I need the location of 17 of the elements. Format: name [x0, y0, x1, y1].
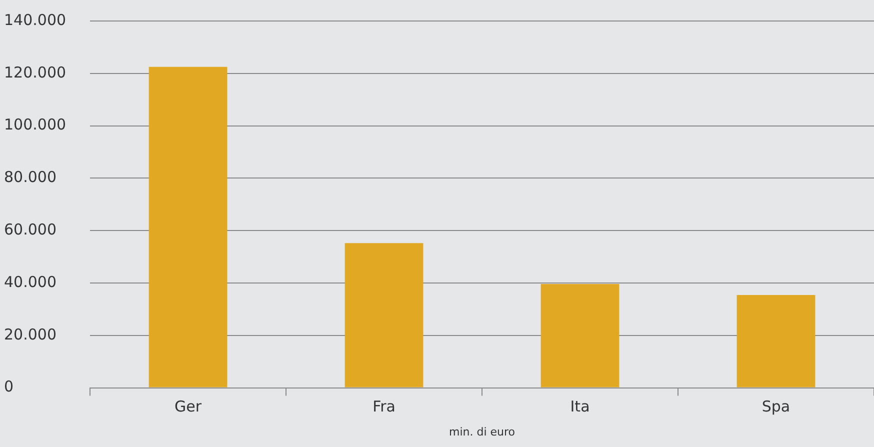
x-tick-label: Fra — [372, 398, 396, 416]
bar — [736, 295, 816, 388]
y-tick-label: 80.000 — [4, 168, 56, 186]
x-tick-label: Spa — [762, 398, 790, 416]
y-tick-label: 40.000 — [4, 272, 56, 291]
x-axis-title: min. di euro — [449, 425, 516, 438]
bar — [148, 66, 228, 388]
y-tick-label: 120.000 — [4, 63, 66, 82]
y-tick-label: 100.000 — [4, 116, 66, 134]
bar — [540, 284, 620, 388]
y-tick-label: 60.000 — [4, 220, 56, 238]
y-tick-label: 140.000 — [4, 10, 66, 29]
y-tick-label: 0 — [4, 378, 14, 396]
x-tick-label: Ita — [570, 398, 590, 416]
y-tick-label: 20.000 — [4, 325, 56, 344]
bar — [344, 243, 424, 388]
x-tick-label: Ger — [174, 398, 202, 416]
